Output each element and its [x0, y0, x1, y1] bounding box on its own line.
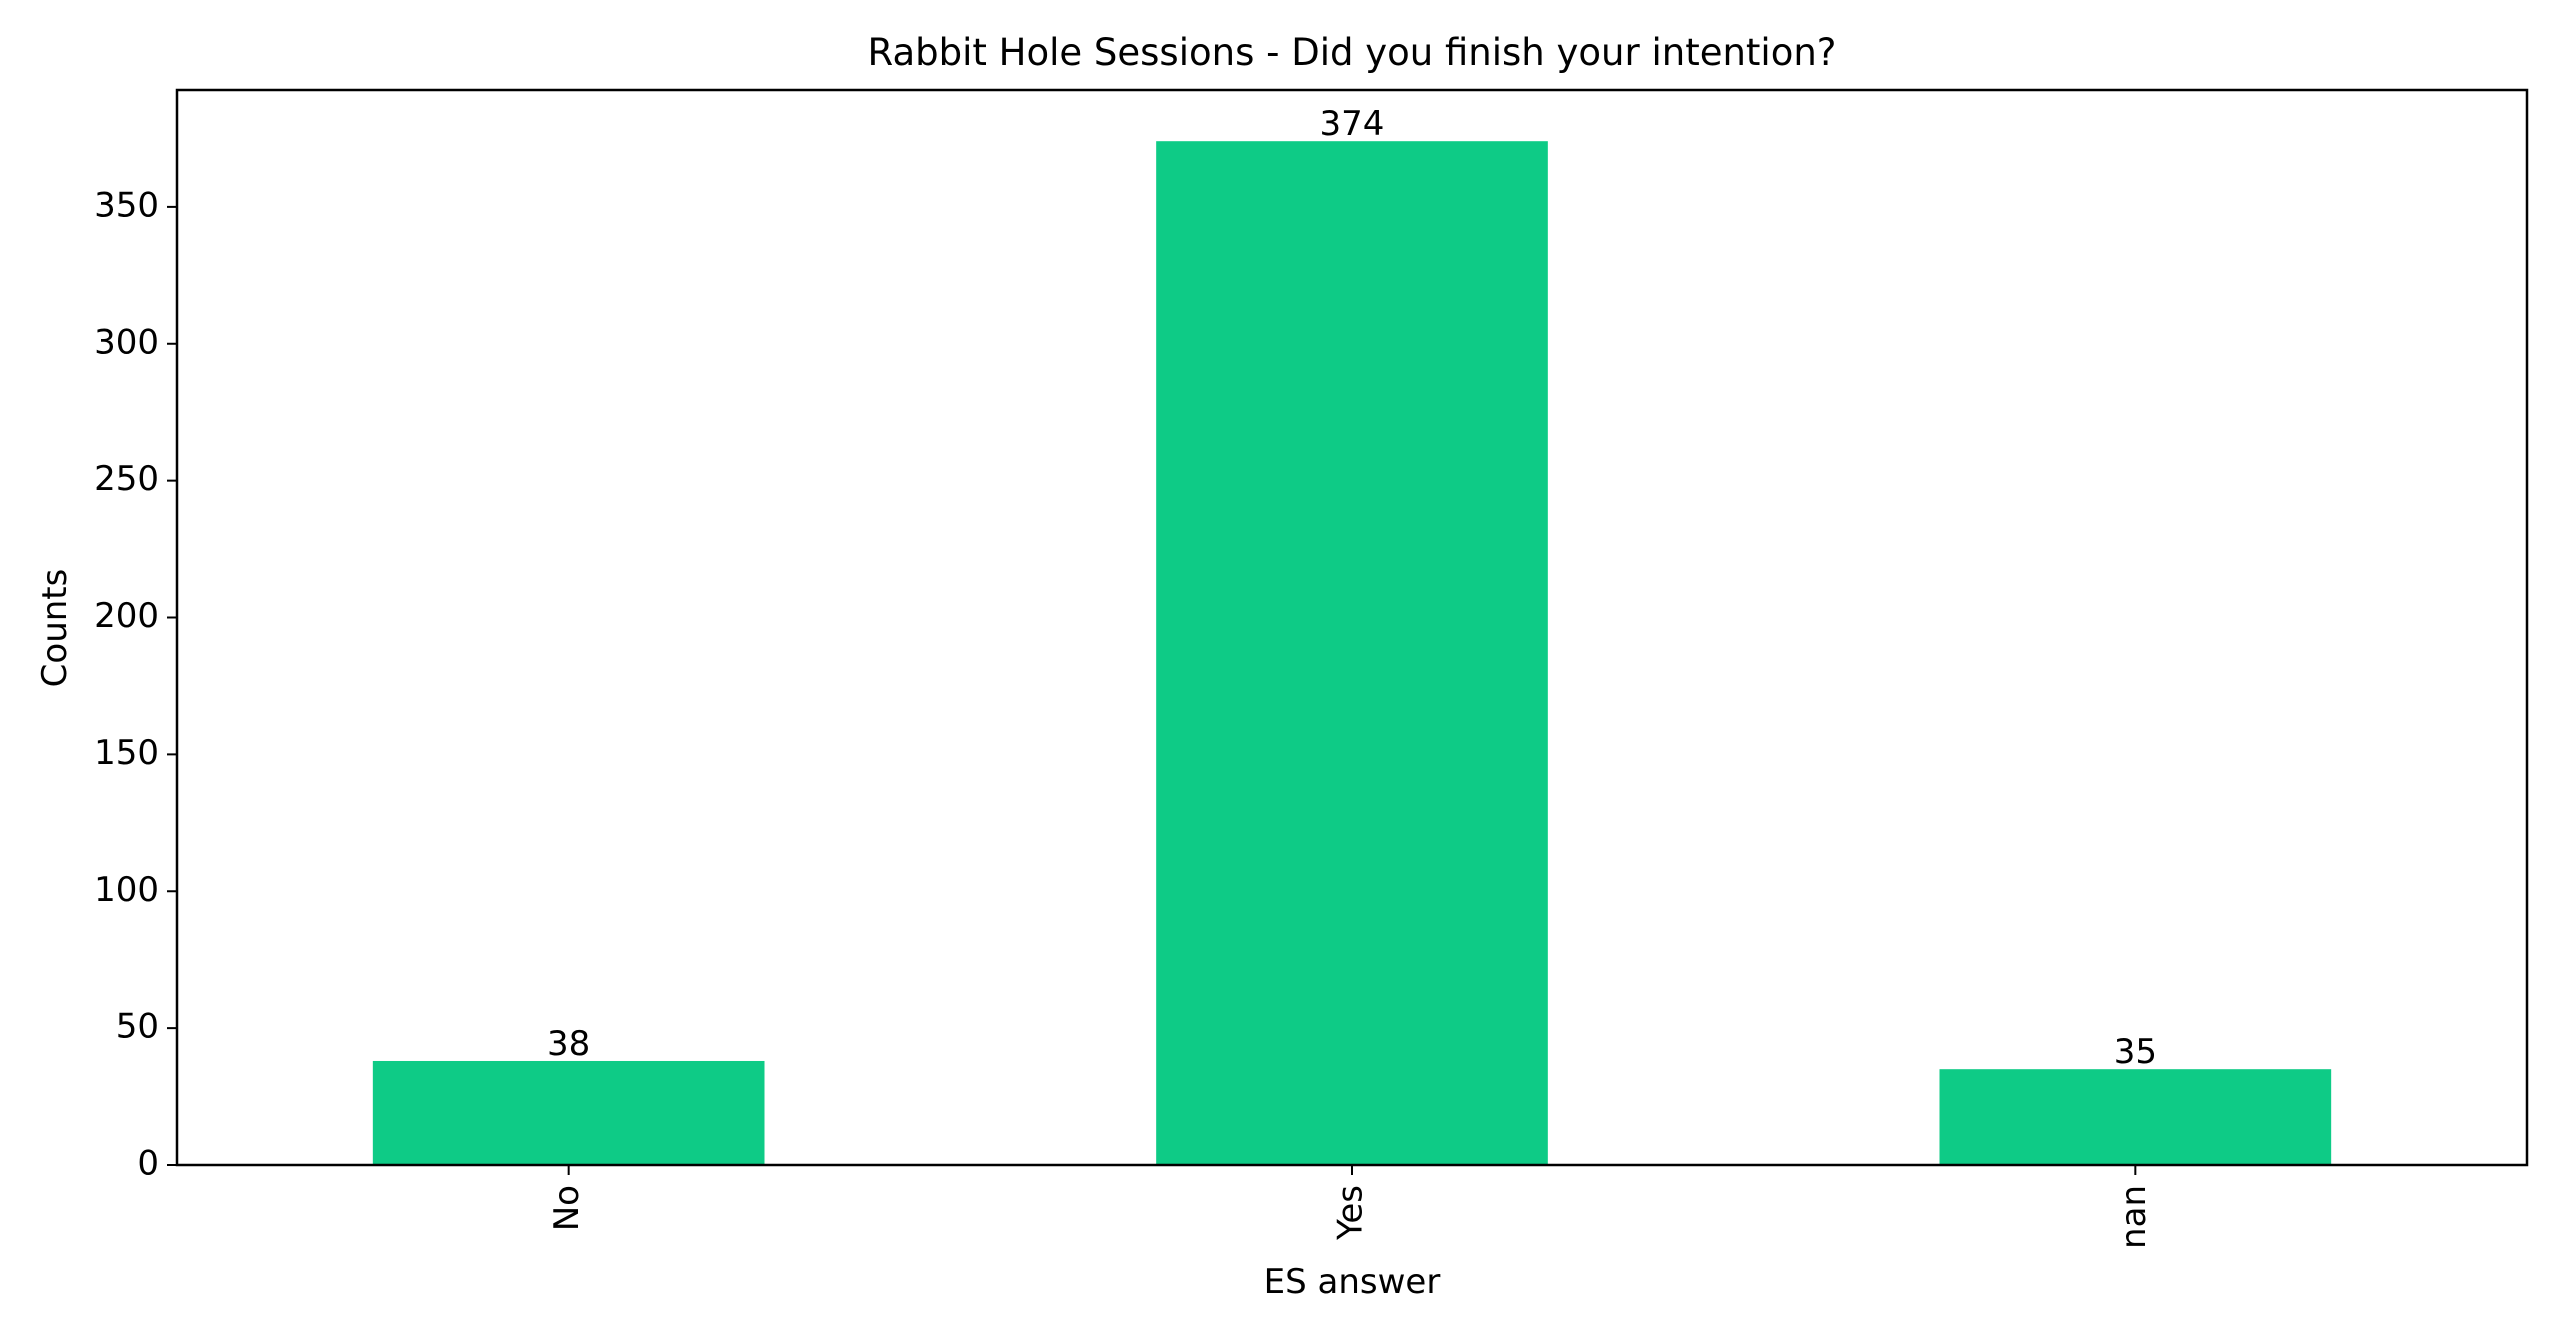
x-tick-label: Yes — [1331, 1185, 1371, 1241]
bar-value-label: 35 — [2114, 1032, 2157, 1072]
bar-no — [372, 1060, 765, 1165]
x-axis: No Yes nan — [547, 1165, 2154, 1249]
y-tick-label: 350 — [94, 185, 159, 225]
plot-frame — [175, 88, 2529, 1167]
bar-value-label: 38 — [547, 1024, 590, 1064]
y-tick-label: 250 — [94, 459, 159, 499]
chart-title: Rabbit Hole Sessions - Did you finish yo… — [868, 31, 1837, 74]
y-tick-label: 150 — [94, 733, 159, 773]
x-axis-label: ES answer — [1264, 1262, 1441, 1302]
bar-value-label: 374 — [1320, 104, 1385, 144]
bar-nan — [1939, 1069, 2332, 1165]
y-tick-label: 300 — [94, 322, 159, 362]
bar-yes — [1156, 141, 1548, 1165]
y-tick-label: 100 — [94, 870, 159, 910]
bars-layer — [372, 141, 2332, 1165]
y-tick-label: 200 — [94, 596, 159, 636]
y-axis: 0 50 100 150 200 250 300 350 — [94, 185, 177, 1184]
bar-labels-layer: 38 374 35 — [547, 104, 2157, 1072]
y-tick-label: 50 — [116, 1007, 159, 1047]
y-tick-label: 0 — [137, 1144, 159, 1184]
x-tick-label: No — [547, 1185, 587, 1231]
x-tick-label: nan — [2114, 1185, 2154, 1249]
y-axis-label: Counts — [35, 569, 75, 688]
